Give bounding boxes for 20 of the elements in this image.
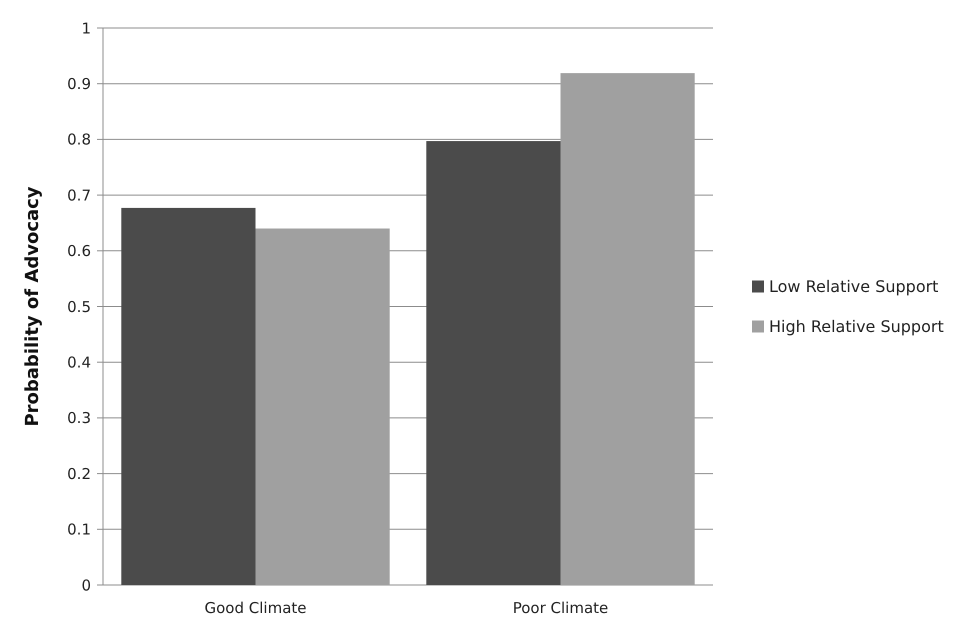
x-tick-label: Good Climate: [204, 599, 306, 617]
y-axis-title: Probability of Advocacy: [22, 186, 43, 427]
y-tick-label: 0.3: [67, 409, 91, 428]
bar: [560, 73, 695, 585]
legend-label: High Relative Support: [769, 317, 944, 336]
y-tick-label: 0.1: [67, 520, 91, 539]
y-tick-label: 0.2: [67, 464, 91, 483]
y-tick-label: 0.4: [67, 353, 91, 372]
bar: [256, 228, 390, 585]
legend-label: Low Relative Support: [769, 277, 938, 296]
bar: [426, 141, 560, 585]
y-tick-label: 0.6: [67, 242, 91, 260]
bar: [121, 208, 256, 585]
x-tick-label: Poor Climate: [512, 599, 608, 617]
y-tick-label: 0.8: [67, 130, 91, 149]
y-tick-label: 0: [81, 576, 91, 594]
y-tick-label: 0.9: [67, 74, 91, 93]
y-tick-label: 0.7: [67, 186, 91, 204]
y-tick-label: 1: [81, 19, 91, 38]
y-tick-label: 0.5: [67, 298, 91, 316]
